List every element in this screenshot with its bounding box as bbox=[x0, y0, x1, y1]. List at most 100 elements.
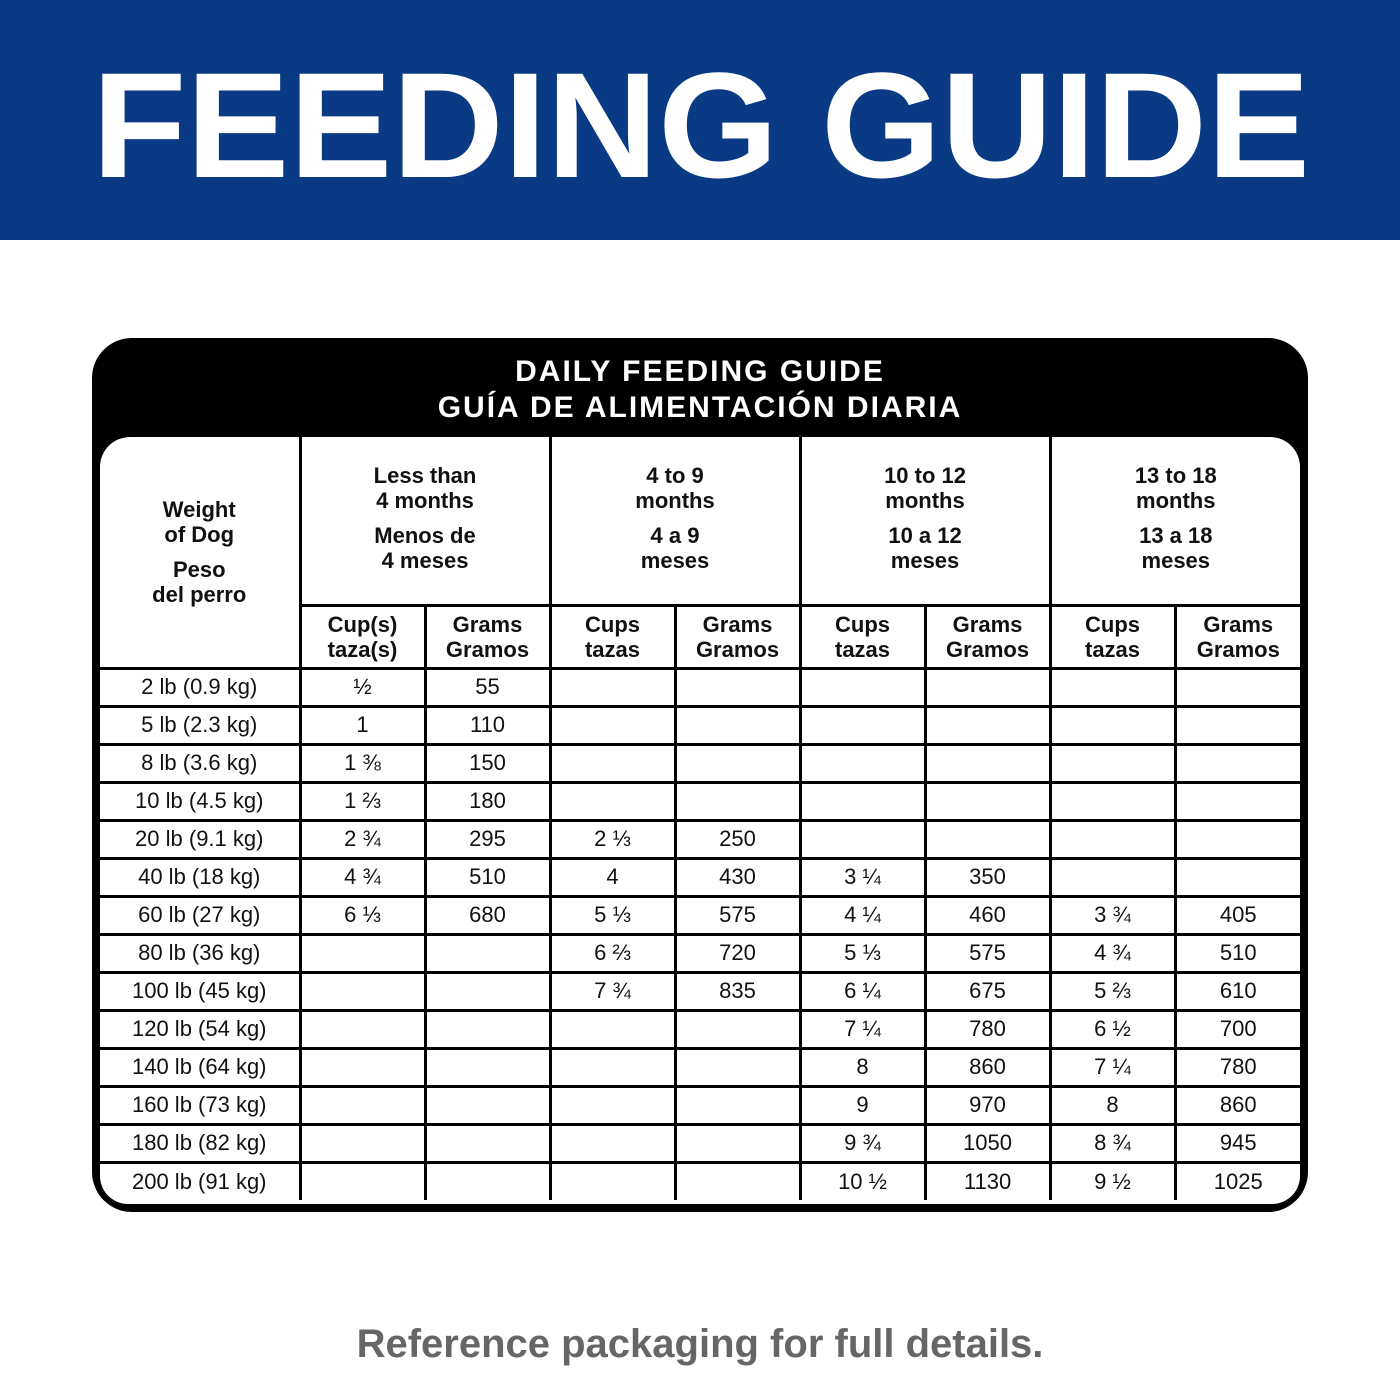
subheader-line: taza(s) bbox=[327, 636, 398, 662]
grams-cell: 860 bbox=[1175, 1086, 1300, 1126]
grams-cell: 430 bbox=[675, 858, 802, 898]
empty-cell bbox=[800, 782, 927, 822]
weight-cell: 120 lb (54 kg) bbox=[100, 1010, 302, 1050]
empty-cell bbox=[1050, 820, 1177, 860]
cups-cell: 7 ¼ bbox=[800, 1010, 927, 1050]
cups-cell: 5 ⅔ bbox=[1050, 972, 1177, 1012]
grams-cell: 350 bbox=[925, 858, 1052, 898]
title-svg: FEEDING GUIDE bbox=[92, 41, 1310, 209]
empty-cell bbox=[300, 1162, 427, 1200]
empty-cell bbox=[1050, 668, 1177, 708]
empty-cell bbox=[800, 706, 927, 746]
weight-cell: 8 lb (3.6 kg) bbox=[100, 744, 302, 784]
age-group-es: meses bbox=[640, 548, 710, 573]
subheader-line: tazas bbox=[584, 636, 641, 662]
age-group-es: 4 a 9 bbox=[650, 523, 700, 548]
weight-cell: 100 lb (45 kg) bbox=[100, 972, 302, 1012]
banner: FEEDING GUIDE bbox=[0, 0, 1400, 240]
grams-cell: 150 bbox=[425, 744, 552, 784]
weight-header-es: del perro bbox=[152, 581, 247, 607]
empty-cell bbox=[300, 1086, 427, 1126]
cups-cell: 9 bbox=[800, 1086, 927, 1126]
grams-cell: 1130 bbox=[925, 1162, 1052, 1200]
data-row: 200 lb (91 kg) 10 ½ 1130 9 ½ 1025 bbox=[100, 1162, 1300, 1200]
empty-cell bbox=[675, 1124, 802, 1164]
age-group-en: months bbox=[885, 488, 965, 513]
subheader-line: Grams bbox=[952, 611, 1023, 637]
table-title: DAILY FEEDING GUIDE GUÍA DE ALIMENTACIÓN … bbox=[92, 354, 1308, 426]
age-group-header: 10 to 12 months 10 a 12 meses bbox=[800, 437, 1052, 607]
cups-cell: 6 ⅔ bbox=[550, 934, 677, 974]
cups-cell: 7 ¼ bbox=[1050, 1048, 1177, 1088]
cups-cell: 7 ¾ bbox=[550, 972, 677, 1012]
weight-cell: 5 lb (2.3 kg) bbox=[100, 706, 302, 746]
grams-cell: 1025 bbox=[1213, 1168, 1263, 1194]
weight-cell: 140 lb (64 kg) bbox=[100, 1048, 302, 1088]
grams-cell: 700 bbox=[1175, 1010, 1300, 1050]
weight-header: Weight of Dog Peso del perro bbox=[100, 437, 302, 670]
grams-cell: 510 bbox=[425, 858, 552, 898]
cups-cell: 8 bbox=[1050, 1086, 1177, 1126]
subheader: Cups tazas bbox=[550, 605, 677, 670]
grams-cell: 405 bbox=[1175, 896, 1300, 936]
footer-note: Reference packaging for full details. bbox=[356, 1322, 1044, 1366]
data-row: 140 lb (64 kg) 8 860 7 ¼ 780 bbox=[100, 1048, 1300, 1088]
cups-cell: 6 ½ bbox=[1050, 1010, 1177, 1050]
empty-cell bbox=[1050, 782, 1177, 822]
data-row: 5 lb (2.3 kg) 1 110 bbox=[100, 706, 1300, 746]
grams-cell: 180 bbox=[425, 782, 552, 822]
empty-cell bbox=[675, 1010, 802, 1050]
empty-cell bbox=[1175, 858, 1300, 898]
empty-cell bbox=[550, 1124, 677, 1164]
data-row: 8 lb (3.6 kg) 1 ⅜ 150 bbox=[100, 744, 1300, 784]
grams-cell: 250 bbox=[675, 820, 802, 860]
cups-cell: 9 ¾ bbox=[800, 1124, 927, 1164]
subheader-line: Grams bbox=[702, 611, 773, 637]
cups-cell: 3 ¾ bbox=[1050, 896, 1177, 936]
empty-cell bbox=[550, 744, 677, 784]
cups-cell: 4 ¼ bbox=[800, 896, 927, 936]
page-title: FEEDING GUIDE bbox=[92, 41, 1310, 209]
empty-cell bbox=[925, 744, 1052, 784]
empty-cell bbox=[675, 1048, 802, 1088]
empty-cell bbox=[425, 1048, 552, 1088]
subheader-line: Cup(s) bbox=[327, 611, 398, 637]
empty-cell bbox=[675, 744, 802, 784]
subheader-line: Cups bbox=[835, 611, 891, 637]
empty-cell bbox=[550, 1010, 677, 1050]
grams-cell: 575 bbox=[925, 934, 1052, 974]
data-row: 160 lb (73 kg) 9 970 8 860 bbox=[100, 1086, 1300, 1126]
empty-cell bbox=[1175, 668, 1300, 708]
cups-cell: 3 ¼ bbox=[800, 858, 927, 898]
data-row: 180 lb (82 kg) 9 ¾ 1050 8 ¾ 945 bbox=[100, 1124, 1300, 1164]
empty-cell bbox=[425, 1010, 552, 1050]
age-group-en: 4 months bbox=[376, 488, 474, 513]
grams-cell: 680 bbox=[425, 896, 552, 936]
empty-cell bbox=[300, 1010, 427, 1050]
gap bbox=[802, 513, 1049, 523]
subheader-line: Gramos bbox=[445, 636, 530, 662]
empty-cell bbox=[800, 820, 927, 860]
empty-cell bbox=[300, 1048, 427, 1088]
age-group-en: 10 to 12 bbox=[884, 463, 966, 488]
empty-cell bbox=[550, 1086, 677, 1126]
cups-cell: 10 ½ bbox=[800, 1162, 927, 1200]
subheader-line: Cups bbox=[1085, 611, 1141, 637]
gap bbox=[552, 513, 799, 523]
empty-cell bbox=[800, 668, 927, 708]
weight-cell: 80 lb (36 kg) bbox=[100, 934, 302, 974]
empty-cell bbox=[925, 706, 1052, 746]
empty-cell bbox=[800, 744, 927, 784]
subheader-line: Cups bbox=[585, 611, 641, 637]
grams-cell: 110 bbox=[425, 706, 552, 746]
age-group-header: 13 to 18 months 13 a 18 meses bbox=[1050, 437, 1300, 607]
grams-cell: 575 bbox=[675, 896, 802, 936]
cups-cell: 8 ¾ bbox=[1050, 1124, 1177, 1164]
empty-cell bbox=[1175, 820, 1300, 860]
data-row: 60 lb (27 kg) 6 ⅓ 680 5 ⅓ 575 4 ¼ 460 3 ¾ 405 bbox=[100, 896, 1300, 936]
subheader: Grams Gramos bbox=[1175, 605, 1300, 670]
cups-cell: ½ bbox=[300, 668, 427, 708]
empty-cell bbox=[300, 1124, 427, 1164]
age-group-es: 4 meses bbox=[381, 548, 469, 573]
